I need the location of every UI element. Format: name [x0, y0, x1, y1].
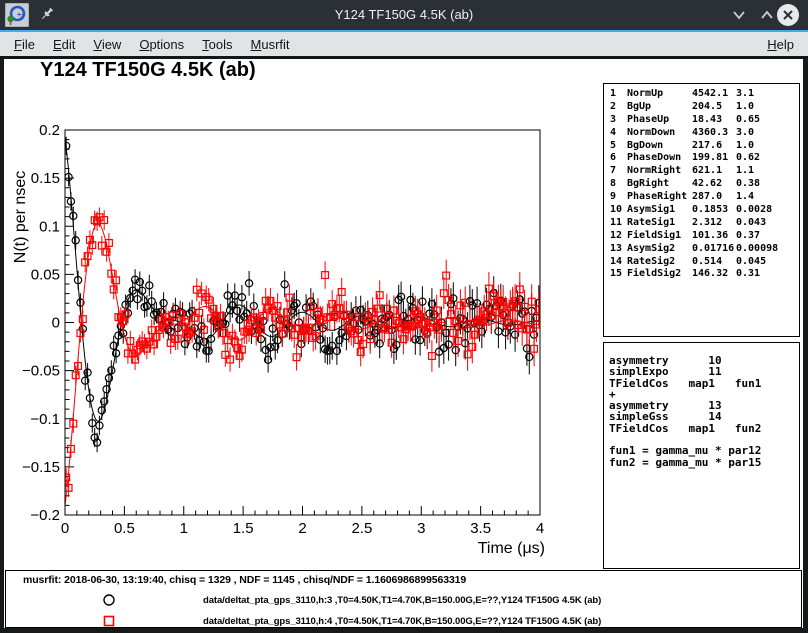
svg-text:0.05: 0.05: [31, 266, 60, 283]
svg-text:0.15: 0.15: [31, 170, 60, 187]
menu-item-help[interactable]: Help: [759, 37, 802, 52]
svg-text:−0.2: −0.2: [30, 507, 60, 524]
param-row-bgright: 8BgRight42.620.38: [604, 178, 799, 191]
menu-item-file[interactable]: File: [6, 37, 43, 52]
param-row-phasedown: 6PhaseDown199.810.62: [604, 152, 799, 165]
legend-circle-marker: [102, 593, 116, 607]
fit-curve: [65, 223, 540, 506]
svg-text:0: 0: [52, 315, 60, 332]
root-canvas[interactable]: Y124 TF150G 4.5K (ab) 00.511.522.533.540…: [4, 59, 803, 628]
svg-text:3: 3: [417, 520, 425, 537]
svg-text:2.5: 2.5: [351, 520, 372, 537]
svg-text:3.5: 3.5: [470, 520, 491, 537]
legend-entry-2: data/deltat_pta_gps_3110,h:4 ,T0=4.50K,T…: [203, 616, 601, 627]
window-title: Y124 TF150G 4.5K (ab): [0, 0, 808, 30]
theory-box[interactable]: asymmetry 10 simplExpo 11 TFieldCos map1…: [603, 342, 800, 569]
svg-text:2: 2: [298, 520, 306, 537]
legend-box[interactable]: musrfit: 2018-06-30, 13:19:40, chisq = 1…: [5, 570, 802, 628]
param-row-phaseright: 9PhaseRight287.01.4: [604, 191, 799, 204]
svg-text:−0.15: −0.15: [22, 459, 60, 476]
chart-plot[interactable]: 0 0.5 1 1.5 2 2.5 3 3.5 4 0.2 0.15 0.1 0.05 0 −0.05 −0.…: [4, 99, 604, 619]
param-row-bgdown: 5BgDown217.61.0: [604, 140, 799, 153]
maximize-button[interactable]: [758, 7, 776, 23]
menu-item-musrfit[interactable]: Musrfit: [243, 37, 298, 52]
fit-status-line: musrfit: 2018-06-30, 13:19:40, chisq = 1…: [23, 574, 466, 586]
legend-square-marker: [102, 614, 116, 628]
axis-tick-labels: 0 0.5 1 1.5 2 2.5 3 3.5 4 0.2 0.15 0.1 0.05 0 −0.05 −0.…: [22, 122, 544, 537]
svg-text:1.5: 1.5: [233, 520, 254, 537]
plot-title: Y124 TF150G 4.5K (ab): [40, 59, 256, 82]
param-row-normright: 7NormRight621.11.1: [604, 165, 799, 178]
theory-text: asymmetry 10 simplExpo 11 TFieldCos map1…: [609, 355, 761, 468]
svg-text:−0.1: −0.1: [30, 411, 60, 428]
menu-item-edit[interactable]: Edit: [45, 37, 83, 52]
param-row-asymsig2: 13AsymSig20.017160.00098: [604, 243, 799, 256]
svg-text:0.2: 0.2: [39, 122, 60, 139]
svg-text:0.5: 0.5: [114, 520, 135, 537]
param-row-bgup: 2BgUp204.51.0: [604, 101, 799, 114]
param-row-normup: 1NormUp4542.13.1: [604, 88, 799, 101]
close-button[interactable]: [777, 4, 799, 26]
svg-text:−0.05: −0.05: [22, 363, 60, 380]
param-row-asymsig1: 10AsymSig10.18530.0028: [604, 204, 799, 217]
svg-text:0: 0: [61, 520, 69, 537]
param-row-phaseup: 3PhaseUp18.430.65: [604, 114, 799, 127]
menu-item-view[interactable]: View: [85, 37, 129, 52]
minimize-button[interactable]: [730, 7, 748, 23]
menu-item-options[interactable]: Options: [131, 37, 192, 52]
param-row-normdown: 4NormDown4360.33.0: [604, 127, 799, 140]
musrfit-window: ++ Y124 TF150G 4.5K (ab) FileEditViewOpt…: [0, 0, 808, 633]
svg-text:4: 4: [536, 520, 544, 537]
parameter-box[interactable]: 1NormUp4542.13.12BgUp204.51.03PhaseUp18.…: [603, 83, 800, 337]
legend-entry-1: data/deltat_pta_gps_3110,h:3 ,T0=4.50K,T…: [203, 595, 601, 606]
svg-text:0.1: 0.1: [39, 218, 60, 235]
menu-bar: FileEditViewOptionsToolsMusrfit Help: [0, 32, 808, 59]
error-bars: [66, 137, 539, 452]
error-bars: [66, 208, 539, 498]
y-axis-title: N(t) per nsec: [12, 171, 29, 263]
title-bar[interactable]: ++ Y124 TF150G 4.5K (ab): [0, 0, 808, 30]
param-row-fieldsig1: 12FieldSig1101.360.37: [604, 230, 799, 243]
series-down: [63, 208, 542, 506]
fit-curve: [65, 138, 540, 422]
param-row-fieldsig2: 15FieldSig2146.320.31: [604, 268, 799, 281]
menu-item-tools[interactable]: Tools: [194, 37, 240, 52]
series-up: [63, 137, 543, 452]
x-axis-title: Time (μs): [478, 540, 545, 557]
param-row-ratesig1: 11RateSig12.3120.043: [604, 217, 799, 230]
param-row-ratesig2: 14RateSig20.5140.045: [604, 256, 799, 269]
svg-text:1: 1: [180, 520, 188, 537]
